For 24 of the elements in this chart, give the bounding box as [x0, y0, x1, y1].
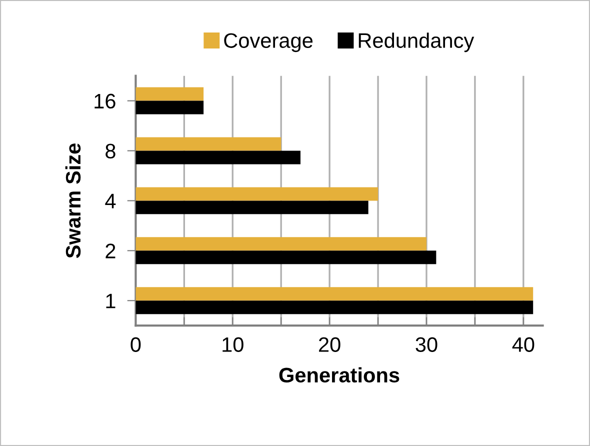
bar: [136, 200, 368, 214]
bar: [136, 150, 300, 164]
bar: [136, 237, 426, 251]
x-tick-label: 10: [222, 337, 244, 352]
y-axis-title: Swarm Size: [65, 144, 81, 258]
bar: [136, 250, 436, 264]
x-axis-title: Generations: [279, 367, 400, 383]
bar: [136, 100, 204, 114]
y-tick-label: 16: [94, 94, 116, 109]
x-tick-label: 30: [416, 337, 438, 352]
y-tick-label: 2: [106, 244, 116, 258]
x-tick-label: 40: [512, 337, 534, 352]
x-tick-label: 20: [319, 337, 340, 352]
bar: [136, 287, 534, 301]
y-tick-label: 4: [105, 194, 116, 208]
bar: [136, 300, 534, 314]
legend-label: Redundancy: [358, 32, 474, 52]
bar: [136, 87, 204, 101]
bar: [136, 137, 282, 151]
y-tick-label: 1: [106, 294, 116, 308]
bar: [136, 187, 378, 201]
x-tick-label: 0: [130, 337, 141, 352]
legend-label: Coverage: [224, 33, 313, 52]
y-tick-label: 8: [106, 144, 116, 158]
